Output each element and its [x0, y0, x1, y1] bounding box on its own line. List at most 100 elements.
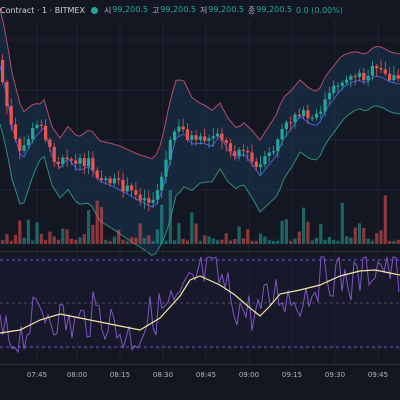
- pane-separator[interactable]: [0, 251, 400, 252]
- candle[interactable]: [151, 191, 155, 208]
- candle[interactable]: [198, 132, 202, 145]
- time-axis[interactable]: 07:45 08:00 08:15 08:30 08:45 09:00 09:15 09:30…: [27, 371, 388, 379]
- candle[interactable]: [13, 117, 18, 143]
- candle[interactable]: [392, 66, 396, 83]
- candle[interactable]: [65, 149, 69, 168]
- volume-bar: [228, 240, 233, 244]
- candle[interactable]: [177, 119, 181, 136]
- candle[interactable]: [138, 188, 142, 206]
- candle[interactable]: [293, 112, 297, 129]
- candle[interactable]: [340, 80, 344, 91]
- candle[interactable]: [61, 154, 65, 168]
- candle[interactable]: [185, 123, 190, 143]
- candle[interactable]: [289, 116, 293, 131]
- candle[interactable]: [284, 120, 288, 137]
- candle[interactable]: [18, 136, 22, 160]
- candle[interactable]: [263, 150, 267, 168]
- candle[interactable]: [276, 137, 280, 158]
- candle[interactable]: [91, 151, 95, 178]
- candle[interactable]: [388, 67, 392, 83]
- candle[interactable]: [319, 106, 323, 120]
- candle[interactable]: [241, 144, 245, 158]
- candle[interactable]: [370, 60, 374, 81]
- candle[interactable]: [267, 146, 271, 163]
- candle[interactable]: [125, 177, 129, 195]
- candle[interactable]: [69, 156, 73, 165]
- candle[interactable]: [1, 54, 5, 85]
- candle[interactable]: [332, 80, 336, 98]
- candle[interactable]: [207, 134, 211, 149]
- candle[interactable]: [396, 68, 400, 82]
- candle[interactable]: [237, 146, 241, 161]
- candle[interactable]: [35, 120, 39, 131]
- candle[interactable]: [147, 190, 151, 212]
- candlesticks[interactable]: [1, 54, 400, 212]
- candle[interactable]: [155, 183, 159, 205]
- candle[interactable]: [302, 106, 306, 119]
- candle[interactable]: [117, 171, 121, 185]
- candle[interactable]: [250, 144, 254, 167]
- candle[interactable]: [233, 145, 237, 161]
- symbol-title[interactable]: Contract · 1 · BITMEX: [0, 5, 85, 15]
- candle[interactable]: [9, 98, 13, 132]
- candle[interactable]: [194, 130, 198, 146]
- candle[interactable]: [327, 86, 331, 105]
- candle[interactable]: [99, 170, 104, 184]
- candle[interactable]: [323, 92, 327, 117]
- candle[interactable]: [134, 181, 138, 201]
- candle[interactable]: [52, 142, 56, 167]
- candle[interactable]: [22, 136, 26, 155]
- candle[interactable]: [190, 130, 194, 146]
- candle[interactable]: [48, 137, 52, 152]
- candle[interactable]: [216, 128, 220, 139]
- candle[interactable]: [130, 183, 134, 197]
- candle[interactable]: [357, 68, 362, 82]
- candle[interactable]: [78, 153, 82, 170]
- candle[interactable]: [112, 173, 116, 187]
- candle[interactable]: [375, 64, 379, 77]
- candle[interactable]: [220, 127, 224, 150]
- candle[interactable]: [228, 139, 233, 158]
- candle[interactable]: [379, 59, 383, 74]
- candle[interactable]: [211, 128, 215, 147]
- candle[interactable]: [271, 145, 276, 156]
- candle[interactable]: [336, 82, 340, 93]
- candle[interactable]: [297, 108, 301, 120]
- candle[interactable]: [5, 79, 9, 115]
- candle[interactable]: [280, 124, 284, 147]
- candle[interactable]: [82, 152, 86, 175]
- candle[interactable]: [383, 61, 387, 77]
- candle[interactable]: [306, 104, 310, 124]
- candle[interactable]: [142, 189, 147, 209]
- candle[interactable]: [203, 128, 207, 144]
- candle[interactable]: [56, 156, 61, 169]
- candle[interactable]: [254, 157, 258, 171]
- candle[interactable]: [44, 119, 48, 143]
- candle[interactable]: [366, 69, 370, 87]
- candle[interactable]: [353, 73, 357, 86]
- candle[interactable]: [39, 119, 43, 130]
- candle[interactable]: [31, 122, 35, 144]
- candle[interactable]: [181, 118, 185, 133]
- candle[interactable]: [121, 172, 125, 198]
- candle[interactable]: [224, 137, 228, 152]
- candle[interactable]: [74, 153, 78, 171]
- candle[interactable]: [314, 109, 319, 121]
- candle[interactable]: [259, 155, 263, 175]
- candle[interactable]: [108, 175, 112, 187]
- candle[interactable]: [345, 75, 349, 85]
- candle[interactable]: [362, 67, 366, 85]
- candle[interactable]: [168, 136, 172, 166]
- candle[interactable]: [95, 167, 99, 181]
- candle[interactable]: [104, 175, 108, 185]
- candle[interactable]: [87, 150, 91, 175]
- candle[interactable]: [246, 146, 250, 161]
- candle[interactable]: [160, 171, 164, 199]
- candle[interactable]: [349, 74, 353, 88]
- candle[interactable]: [26, 135, 30, 149]
- candle[interactable]: [164, 150, 168, 184]
- candle[interactable]: [310, 115, 314, 122]
- candle[interactable]: [173, 129, 177, 145]
